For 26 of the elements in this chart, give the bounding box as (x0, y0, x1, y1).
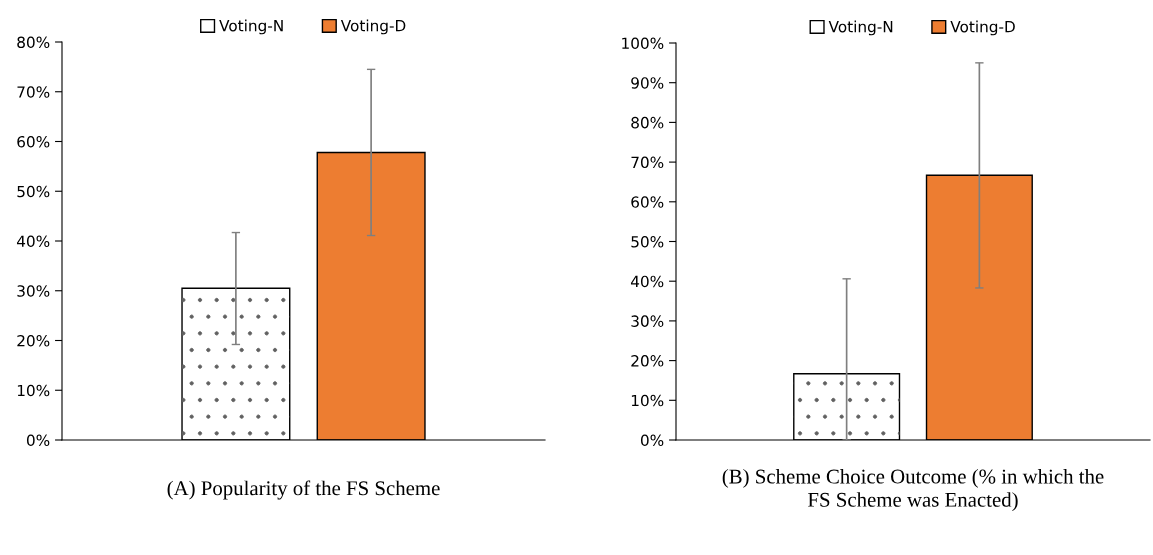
text: (B) Scheme Choice Outcome (% in which the FS Scheme was Enacted) (722, 468, 1104, 512)
y-tick-label: 60% (631, 196, 664, 208)
y-tick-label: 0% (640, 434, 664, 447)
y-tick-label: 20% (631, 355, 664, 367)
y-tick-label: 90% (631, 77, 664, 89)
legend-label: Voting-N (219, 19, 283, 35)
y-tick-label: 50% (17, 185, 50, 198)
y-tick-label: 50% (631, 235, 664, 248)
y-tick-label: 0% (26, 434, 50, 447)
y-tick-label: 20% (17, 334, 50, 347)
y-tick-label: 70% (631, 156, 664, 169)
y-tick-label: 40% (16, 235, 50, 248)
y-tick-label: 100% (622, 37, 664, 50)
y-tick-label: 10% (17, 384, 50, 397)
y-tick-label: 60% (17, 135, 50, 148)
legend-label: Voting-D (950, 20, 1015, 36)
y-tick-label: 80% (631, 116, 664, 129)
y-tick-label: 40% (630, 275, 664, 288)
y-tick-label: 30% (631, 315, 664, 327)
y-tick-label: 30% (17, 285, 50, 297)
y-tick-label: 70% (17, 86, 50, 98)
y-tick-label: 80% (17, 36, 50, 49)
legend-label: Voting-D (340, 19, 406, 35)
legend-label: Voting-N (828, 20, 893, 36)
text: (A) Popularity of the FS Scheme (167, 480, 440, 500)
y-tick-label: 10% (631, 394, 664, 407)
